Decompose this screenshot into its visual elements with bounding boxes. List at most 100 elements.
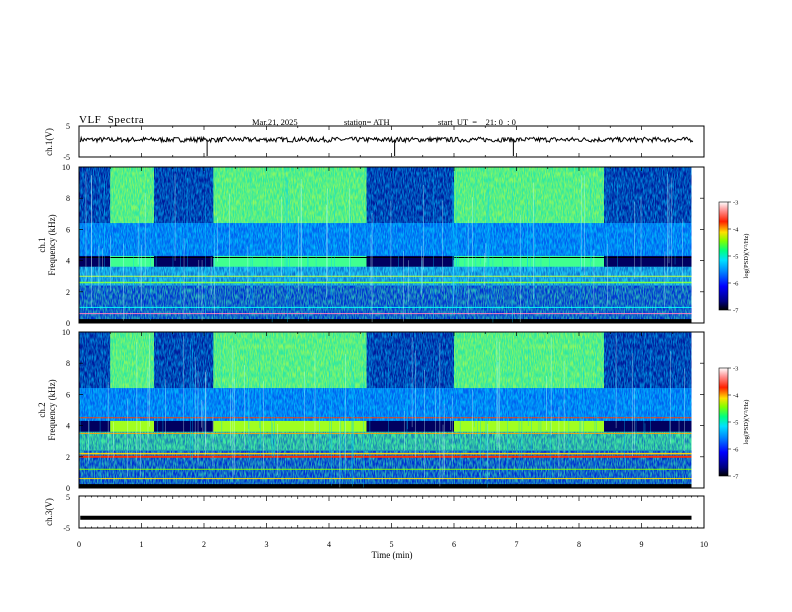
mid-band-texture	[454, 388, 604, 421]
ytick-label: 10	[62, 328, 70, 337]
band-3p6-4p3	[604, 420, 692, 432]
band-2p4-3p6-texture	[604, 431, 692, 451]
band-3p6-4p3	[604, 255, 692, 267]
ytick-label: 8	[66, 359, 70, 368]
mid-band-texture	[366, 223, 454, 256]
ytick-label: 4	[66, 257, 70, 266]
ch1-colorbar-ticks: -3 -4 -5 -6 -7	[728, 200, 739, 315]
ytick-label: 8	[66, 194, 70, 203]
xtick-label: 9	[640, 540, 644, 549]
ytick-label: 0	[66, 319, 70, 328]
ch1-ytick-top: 5	[66, 122, 70, 131]
mid-band-texture	[154, 223, 214, 256]
station-label: station= ATH	[344, 117, 390, 127]
upper-band-texture	[454, 332, 604, 389]
xtick-label: 3	[265, 540, 269, 549]
mid-band-texture	[366, 388, 454, 421]
upper-band-texture	[604, 167, 692, 224]
mid-band-texture	[213, 223, 367, 256]
mid-band-texture	[79, 388, 111, 421]
upper-band-texture	[604, 332, 692, 389]
ch2-spectrogram-image	[79, 332, 704, 488]
band-3p6-4p3	[213, 420, 367, 432]
no-data-area	[691, 167, 704, 323]
band-3p6-4p3	[110, 255, 154, 267]
band-3p6-4p3	[454, 420, 604, 432]
time-axis-label: Time (min)	[372, 550, 413, 560]
figure-title: VLF Spectra	[79, 114, 145, 126]
ch3-ytick-top: 5	[66, 493, 70, 502]
colorbar-tick-label: -4	[733, 393, 739, 400]
mid-band-texture	[79, 223, 111, 256]
ch3-voltage-panel: 5 -5 ch.3(V) 0 1 2 3 4 5 6 7 8 9 10 Time (min)	[44, 493, 708, 560]
upper-band-texture	[366, 167, 454, 224]
upper-band-texture	[454, 167, 604, 224]
ch1-voltage-trace	[79, 135, 694, 144]
mid-band-texture	[110, 223, 154, 256]
ch1-spectrogram-image	[79, 167, 704, 323]
xtick-label: 6	[452, 540, 456, 549]
colorbar-tick-label: -7	[733, 308, 739, 315]
colorbar-tick-label: -5	[733, 254, 738, 261]
upper-band-texture	[366, 332, 454, 389]
ytick-label: 2	[66, 453, 70, 462]
band-2p4-3p6-texture	[79, 431, 111, 451]
band-3p6-4p3	[454, 255, 604, 267]
xtick-label: 10	[700, 540, 708, 549]
band-3p6-4p3	[213, 255, 367, 267]
xtick-label: 5	[390, 540, 394, 549]
colorbar-tick-label: -3	[733, 366, 738, 373]
band-3p6-4p3	[154, 255, 214, 267]
ch1-ytick-bottom: -5	[63, 153, 70, 162]
ch2-yticks: 0 2 4 6 8 10	[62, 328, 705, 493]
time-axis-ticks: 0 1 2 3 4 5 6 7 8 9 10	[77, 496, 708, 549]
mid-band-texture	[604, 223, 692, 256]
xtick-label: 7	[515, 540, 519, 549]
colorbar-tick-label: -6	[733, 447, 739, 454]
ch3-voltage-ylabel: ch.3(V)	[44, 498, 54, 526]
band-3p6-4p3	[79, 255, 111, 267]
ch1-spikes	[78, 126, 705, 157]
band-2p4-3p6-texture	[366, 431, 454, 451]
ch1-frequency-ylabel: Frequency (kHz)	[47, 214, 57, 275]
upper-band-texture	[79, 167, 111, 224]
colorbar-tick-label: -3	[733, 200, 738, 207]
band-2p4-3p6-texture	[110, 431, 154, 451]
upper-band-texture	[154, 167, 214, 224]
band-3p6-4p3	[366, 420, 454, 432]
colorbar-tick-label: -7	[733, 474, 739, 481]
upper-band-texture	[79, 332, 111, 389]
band-2p4-3p6-texture	[213, 431, 367, 451]
mid-band-texture	[213, 388, 367, 421]
band-3p6-4p3	[79, 420, 111, 432]
mid-band-texture	[110, 388, 154, 421]
ch1-channel-label: ch.1	[37, 237, 47, 252]
upper-band-texture	[110, 167, 154, 224]
xtick-label: 1	[140, 540, 144, 549]
ch2-colorbar-label: log(PSD)(V²/Hz)	[743, 400, 750, 445]
ch2-colorbar-ticks: -3 -4 -5 -6 -7	[728, 366, 739, 481]
ch1-yticks: 0 2 4 6 8 10	[62, 163, 705, 328]
ch2-frequency-ylabel: Frequency (kHz)	[47, 379, 57, 440]
no-data-area	[691, 332, 704, 488]
colorbar-tick-label: -5	[733, 420, 738, 427]
ytick-label: 10	[62, 163, 70, 172]
band-2p4-3p6-texture	[454, 431, 604, 451]
ch2-colorbar	[718, 367, 729, 477]
mid-band-texture	[454, 223, 604, 256]
low-band-texture	[79, 285, 692, 323]
ch1-voltage-ylabel: ch.1(V)	[44, 128, 54, 156]
upper-band-texture	[213, 332, 367, 389]
xtick-label: 2	[202, 540, 206, 549]
ytick-label: 4	[66, 422, 70, 431]
ch1-colorbar	[718, 201, 729, 311]
xtick-label: 0	[77, 540, 81, 549]
start-time-label: start UT = 21: 0 : 0	[438, 117, 516, 127]
ch3-ytick-bottom: -5	[63, 524, 70, 533]
ch2-channel-label: ch.2	[37, 402, 47, 417]
upper-band-texture	[110, 332, 154, 389]
xtick-label: 8	[577, 540, 581, 549]
